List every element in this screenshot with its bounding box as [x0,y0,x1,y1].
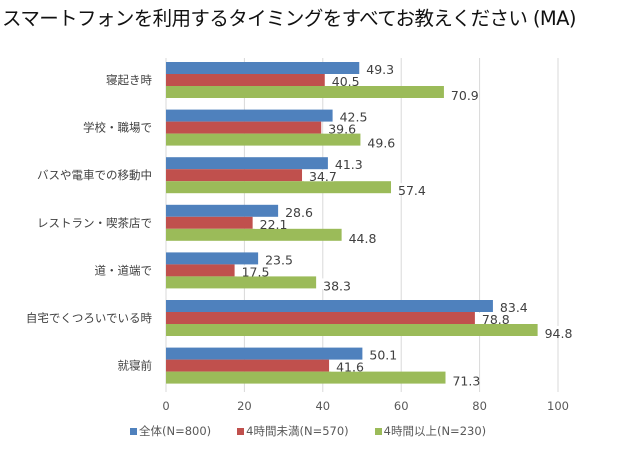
value-label-bg [331,360,362,372]
value-label-bg [280,205,311,217]
bar-0-6 [166,347,363,360]
value-label: 49.6 [367,136,395,151]
value-label: 41.3 [335,157,363,172]
value-label-bg [326,75,357,86]
value-label-bg [362,135,393,147]
bar-0-1 [166,109,333,122]
bar-1-2 [166,169,303,182]
value-label-bg [323,122,354,134]
value-label-bg [494,301,525,312]
value-label-bg [361,63,392,74]
legend-item-under-4h: 4時間未満(N=570) [237,423,349,439]
category-label: バスや電車での移動中 [37,168,152,182]
bar-1-1 [166,121,322,134]
bar-1-0 [166,74,325,86]
value-label: 34.7 [309,169,337,184]
legend-label-all: 全体(N=800) [139,424,212,438]
legend-swatch-all [130,427,137,435]
category-label: 就寝前 [118,359,153,373]
bar-2-2 [166,181,392,194]
legend-item-all: 全体(N=800) [130,423,211,439]
value-label: 50.1 [369,348,397,363]
value-label: 41.6 [336,360,364,375]
category-label: 道・道端で [95,263,153,277]
value-label-bg [445,88,476,99]
value-label: 57.4 [398,183,426,198]
legend: 全体(N=800) 4時間未満(N=570) 4時間以上(N=230) [130,423,486,439]
bar-1-6 [166,359,330,372]
value-label-bg [447,373,478,385]
x-axis-ticks: 0 20 40 60 80 100 [162,399,569,413]
value-label-bg [334,110,365,122]
chart-title: スマートフォンを利用するタイミングをすべてお教えください (MA) [2,7,576,30]
bar-2-1 [166,133,361,146]
bar-2-6 [166,371,446,384]
bar-0-4 [166,252,259,265]
x-tick-label: 40 [315,399,330,413]
x-tick-label: 100 [547,399,569,413]
value-label-bg [343,230,374,242]
legend-swatch-over-4h [374,427,382,435]
bar-0-0 [166,62,360,74]
bar-2-5 [166,324,538,336]
legend-label-under-4h: 4時間未満(N=570) [246,424,349,438]
legend-item-over-4h: 4時間以上(N=230) [374,423,487,439]
category-label: 寝起き時 [106,73,152,87]
value-label-bg [260,253,291,265]
value-label: 38.3 [323,278,351,293]
value-label: 49.3 [366,62,394,77]
bar-2-3 [166,228,342,241]
value-label-bg [539,326,570,337]
value-label-bg [393,183,424,195]
value-label-bg [318,278,349,290]
bar-0-3 [166,204,279,217]
value-label-bg [304,170,335,182]
bar-2-0 [166,86,444,98]
value-label: 39.6 [328,122,356,137]
bar-2-4 [166,276,317,289]
category-labels: 寝起き時学校・職場でバスや電車での移動中レストラン・喫茶店で道・道端で自宅でくつ… [26,73,153,373]
x-tick-label: 20 [237,399,252,413]
value-labels: 49.3 40.5 70.9 42.539.6 49.6 41.334.7 57.4 28.6… [236,62,573,389]
bar-1-4 [166,264,235,277]
bars [166,62,538,384]
legend-label-over-4h: 4時間以上(N=230) [383,424,487,438]
value-label: 23.5 [265,252,293,267]
value-label: 44.8 [349,231,377,246]
bar-0-5 [166,300,493,312]
value-label-bg [329,158,360,170]
category-label: レストラン・喫茶店で [37,216,152,230]
x-tick-label: 60 [394,399,409,413]
bar-1-5 [166,312,475,324]
value-label: 94.8 [545,326,573,341]
legend-swatch-under-4h [237,427,245,435]
value-label: 71.3 [452,374,480,389]
value-label: 70.9 [451,88,479,103]
value-label: 22.1 [260,217,288,232]
value-label: 28.6 [285,205,313,220]
category-label: 自宅でくつろいでいる時 [26,311,153,325]
value-label-bg [364,348,395,360]
x-tick-label: 0 [162,399,169,413]
bar-1-3 [166,216,253,229]
x-tick-label: 80 [472,399,487,413]
value-label: 17.5 [242,264,270,279]
value-label-bg [236,265,267,277]
value-label-bg [254,217,285,229]
value-label: 78.8 [482,312,510,327]
value-label-bg [476,313,507,324]
value-label: 42.5 [340,110,368,125]
category-label: 学校・職場で [83,121,152,135]
value-label: 40.5 [332,74,360,89]
bar-0-2 [166,157,328,170]
value-label: 83.4 [500,300,528,315]
